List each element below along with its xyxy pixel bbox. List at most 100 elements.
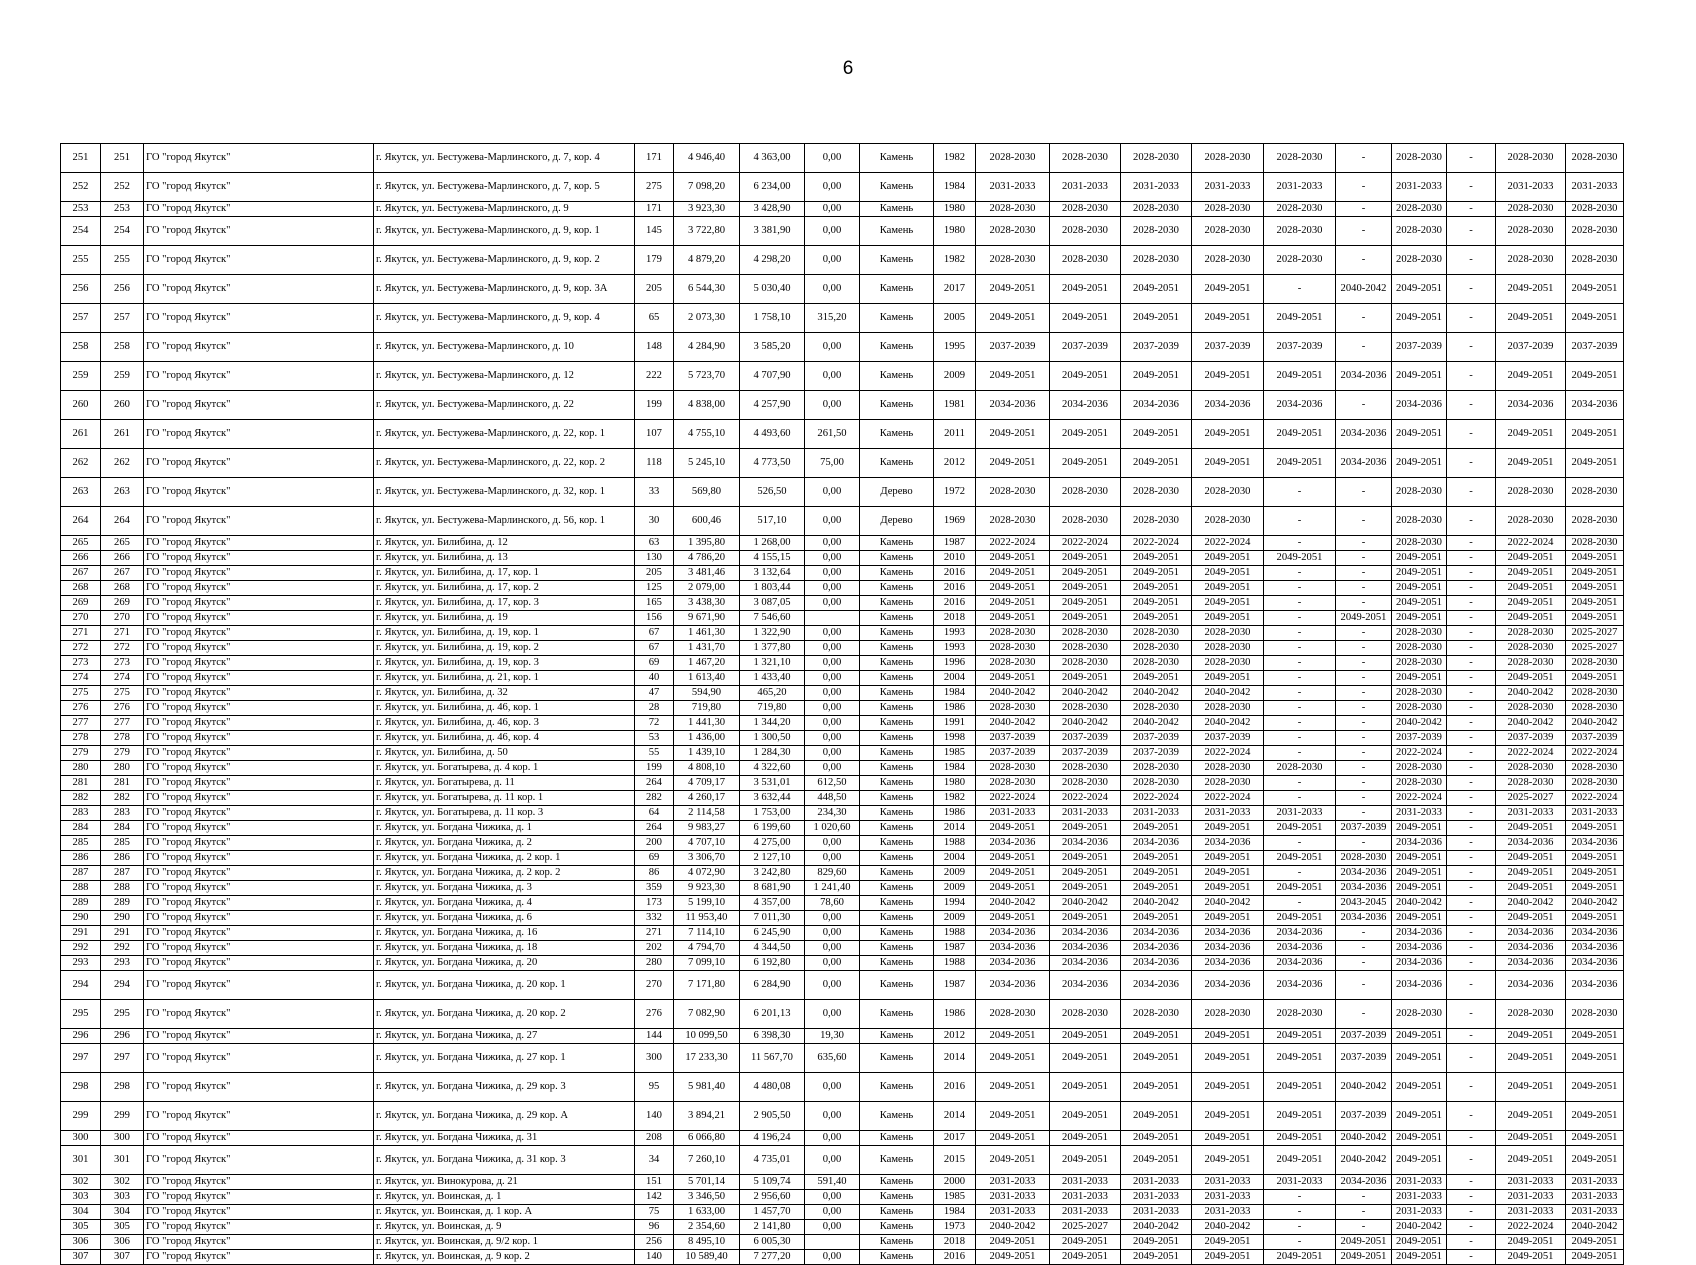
period-cell-3: 2049-2051: [1120, 303, 1192, 333]
period-cell-1: 2049-2051: [975, 303, 1050, 333]
living-area-cell: 3 585,20: [739, 332, 805, 362]
table-body: 251 251 ГО "город Якутск" г. Якутск, ул. Бе…: [60, 143, 1624, 1265]
period-cell-6: -: [1335, 775, 1392, 791]
period-cell-7: 2028-2030: [1391, 655, 1447, 671]
period-cell-3: 2049-2051: [1120, 1145, 1192, 1175]
address-cell: г. Якутск, ул. Богдана Чижика, д. 16: [373, 925, 635, 941]
period-cell-8: -: [1446, 1249, 1496, 1265]
period-cell-9: 2049-2051: [1495, 550, 1566, 566]
period-cell-5: 2049-2051: [1263, 1130, 1336, 1146]
period-cell-2: 2037-2039: [1049, 745, 1121, 761]
municipality-cell: ГО "город Якутск": [143, 970, 374, 1000]
table-row: 276 276 ГО "город Якутск" г. Якутск, ул. Би…: [60, 700, 1624, 716]
count-cell: 171: [634, 201, 674, 217]
municipality-cell: ГО "город Якутск": [143, 1145, 374, 1175]
row-number-alt: 259: [100, 361, 144, 391]
total-area-cell: 1 613,40: [673, 670, 740, 686]
material-cell: Камень: [859, 1043, 934, 1073]
period-cell-2: 2049-2051: [1049, 610, 1121, 626]
period-cell-8: -: [1446, 715, 1496, 731]
period-cell-10: 2031-2033: [1565, 1174, 1624, 1190]
period-cell-5: -: [1263, 1189, 1336, 1205]
row-number: 303: [60, 1189, 101, 1205]
nonliving-area-cell: 0,00: [804, 700, 860, 716]
count-cell: 86: [634, 865, 674, 881]
row-number-alt: 274: [100, 670, 144, 686]
period-cell-4: 2049-2051: [1191, 565, 1264, 581]
period-cell-8: -: [1446, 955, 1496, 971]
municipality-cell: ГО "город Якутск": [143, 640, 374, 656]
row-number-alt: 291: [100, 925, 144, 941]
period-cell-5: 2049-2051: [1263, 361, 1336, 391]
row-number-alt: 294: [100, 970, 144, 1000]
table-row: 304 304 ГО "город Якутск" г. Якутск, ул. Во…: [60, 1204, 1624, 1220]
period-cell-2: 2040-2042: [1049, 685, 1121, 701]
total-area-cell: 5 981,40: [673, 1072, 740, 1102]
period-cell-4: 2037-2039: [1191, 730, 1264, 746]
period-cell-6: -: [1335, 172, 1392, 202]
row-number-alt: 292: [100, 940, 144, 956]
period-cell-2: 2028-2030: [1049, 655, 1121, 671]
total-area-cell: 1 633,00: [673, 1204, 740, 1220]
year-cell: 1988: [933, 835, 976, 851]
count-cell: 145: [634, 216, 674, 246]
row-number: 297: [60, 1043, 101, 1073]
period-cell-4: 2037-2039: [1191, 332, 1264, 362]
total-area-cell: 8 495,10: [673, 1234, 740, 1250]
table-row: 264 264 ГО "город Якутск" г. Якутск, ул. Бе…: [60, 506, 1624, 536]
count-cell: 151: [634, 1174, 674, 1190]
period-cell-1: 2049-2051: [975, 1043, 1050, 1073]
period-cell-7: 2031-2033: [1391, 1204, 1447, 1220]
address-cell: г. Якутск, ул. Богдана Чижика, д. 20 кор…: [373, 999, 635, 1029]
period-cell-4: 2049-2051: [1191, 595, 1264, 611]
period-cell-3: 2049-2051: [1120, 850, 1192, 866]
living-area-cell: 526,50: [739, 477, 805, 507]
municipality-cell: ГО "город Якутск": [143, 670, 374, 686]
period-cell-4: 2028-2030: [1191, 477, 1264, 507]
period-cell-4: 2049-2051: [1191, 1028, 1264, 1044]
table-row: 300 300 ГО "город Якутск" г. Якутск, ул. Бо…: [60, 1130, 1624, 1146]
nonliving-area-cell: 612,50: [804, 775, 860, 791]
period-cell-2: 2040-2042: [1049, 895, 1121, 911]
table-row: 289 289 ГО "город Якутск" г. Якутск, ул. Бо…: [60, 895, 1624, 911]
period-cell-1: 2031-2033: [975, 1174, 1050, 1190]
period-cell-7: 2049-2051: [1391, 550, 1447, 566]
address-cell: г. Якутск, ул. Богдана Чижика, д. 2: [373, 835, 635, 851]
year-cell: 2018: [933, 610, 976, 626]
period-cell-2: 2049-2051: [1049, 880, 1121, 896]
nonliving-area-cell: 0,00: [804, 361, 860, 391]
period-cell-4: 2034-2036: [1191, 955, 1264, 971]
row-number-alt: 288: [100, 880, 144, 896]
period-cell-9: 2022-2024: [1495, 535, 1566, 551]
period-cell-1: 2028-2030: [975, 245, 1050, 275]
period-cell-1: 2034-2036: [975, 970, 1050, 1000]
row-number: 264: [60, 506, 101, 536]
period-cell-6: 2040-2042: [1335, 1072, 1392, 1102]
period-cell-1: 2028-2030: [975, 760, 1050, 776]
period-cell-7: 2049-2051: [1391, 303, 1447, 333]
period-cell-1: 2031-2033: [975, 1189, 1050, 1205]
address-cell: г. Якутск, ул. Билибина, д. 19: [373, 610, 635, 626]
period-cell-4: 2031-2033: [1191, 1174, 1264, 1190]
period-cell-2: 2049-2051: [1049, 1130, 1121, 1146]
period-cell-10: 2049-2051: [1565, 448, 1624, 478]
count-cell: 63: [634, 535, 674, 551]
period-cell-5: 2049-2051: [1263, 1043, 1336, 1073]
period-cell-9: 2034-2036: [1495, 390, 1566, 420]
table-row: 298 298 ГО "город Якутск" г. Якутск, ул. Бо…: [60, 1072, 1624, 1102]
living-area-cell: 2 141,80: [739, 1219, 805, 1235]
year-cell: 2010: [933, 550, 976, 566]
period-cell-1: 2034-2036: [975, 955, 1050, 971]
municipality-cell: ГО "город Якутск": [143, 940, 374, 956]
period-cell-5: -: [1263, 895, 1336, 911]
row-number-alt: 278: [100, 730, 144, 746]
table-row: 252 252 ГО "город Якутск" г. Якутск, ул. Бе…: [60, 172, 1624, 202]
period-cell-8: -: [1446, 655, 1496, 671]
row-number-alt: 297: [100, 1043, 144, 1073]
period-cell-5: 2034-2036: [1263, 390, 1336, 420]
period-cell-8: -: [1446, 1204, 1496, 1220]
row-number-alt: 258: [100, 332, 144, 362]
municipality-cell: ГО "город Якутск": [143, 1101, 374, 1131]
period-cell-8: -: [1446, 865, 1496, 881]
period-cell-6: -: [1335, 745, 1392, 761]
